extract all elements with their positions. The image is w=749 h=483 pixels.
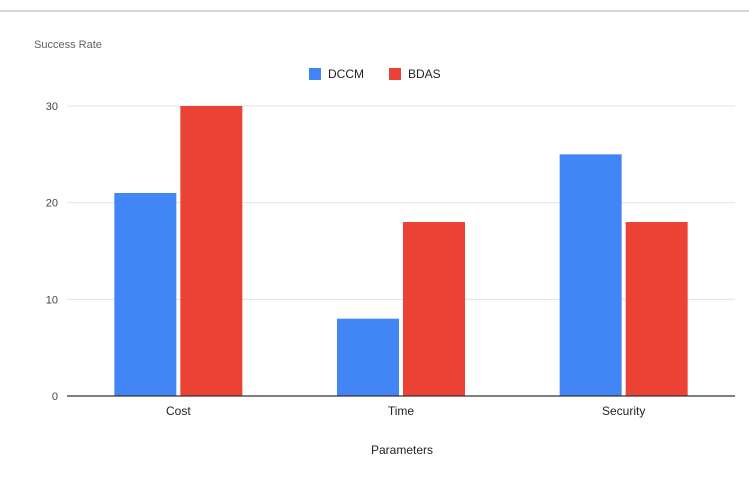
y-tick-label: 0: [52, 391, 58, 403]
bar-bdas-time: [403, 222, 465, 396]
legend-swatch-dccm: [309, 68, 321, 80]
y-tick-label: 20: [46, 198, 58, 210]
x-tick-labels: Cost Time Security: [166, 404, 645, 418]
bar-dccm-security: [559, 154, 622, 396]
y-tick-labels: 0 10 20 30: [46, 101, 58, 403]
bar-dccm-time: [337, 318, 399, 396]
legend-label-dccm: DCCM: [328, 67, 364, 81]
x-tick-label: Security: [602, 404, 645, 418]
bar-dccm-cost: [114, 193, 177, 396]
top-divider: [0, 10, 749, 12]
bar-bdas-security: [625, 222, 688, 396]
y-tick-label: 30: [46, 101, 58, 113]
bars: [114, 106, 688, 396]
gridlines: [67, 105, 735, 300]
x-tick-label: Cost: [166, 404, 191, 418]
x-axis-title: Parameters: [371, 443, 433, 457]
bar-bdas-cost: [180, 106, 243, 396]
legend: DCCM BDAS: [309, 67, 441, 81]
legend-label-bdas: BDAS: [408, 67, 441, 81]
y-tick-label: 10: [46, 294, 58, 306]
legend-swatch-bdas: [389, 68, 401, 80]
y-axis-title: Success Rate: [34, 39, 102, 51]
x-tick-label: Time: [388, 404, 415, 418]
